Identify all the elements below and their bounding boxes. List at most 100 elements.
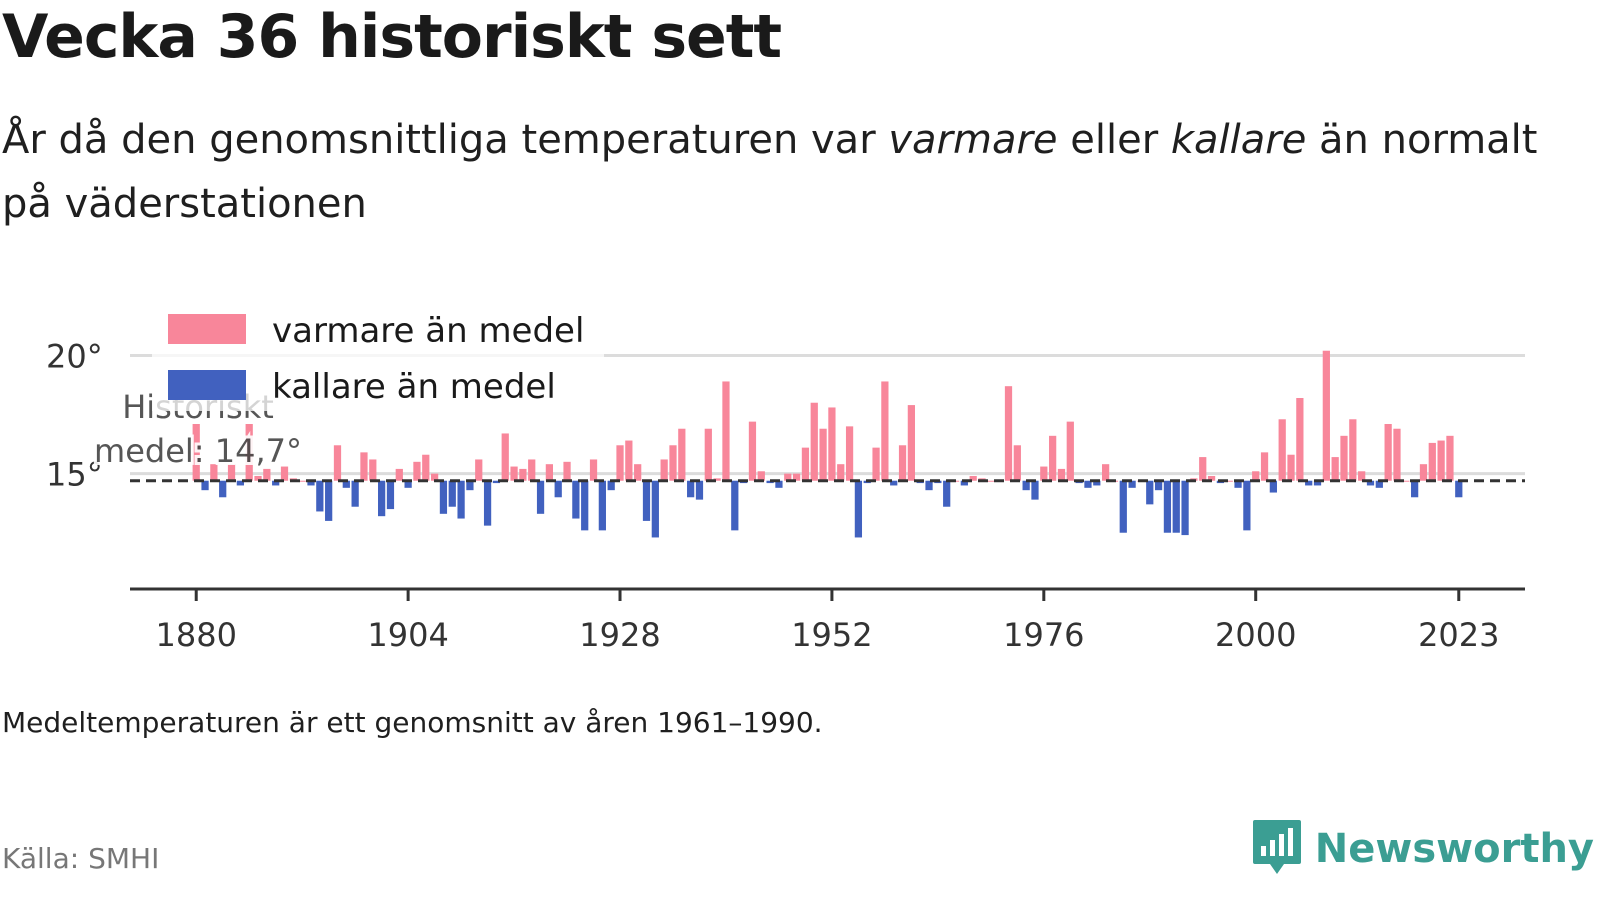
bar-1977	[1049, 435, 1057, 481]
bar-1885	[236, 480, 244, 486]
bar-2023	[1455, 480, 1463, 498]
brand-name: Newsworthy	[1314, 826, 1594, 872]
bar-2019	[1419, 464, 1428, 481]
bar-2020	[1428, 442, 1436, 481]
bar-1953	[837, 464, 845, 481]
bar-1913	[483, 480, 492, 526]
bar-1914	[492, 480, 501, 484]
bar-1922	[563, 461, 571, 481]
bar-1898	[351, 480, 359, 507]
bar-1941	[731, 480, 739, 531]
bar-1990	[1163, 480, 1172, 533]
bar-1992	[1181, 480, 1189, 536]
bar-1937	[695, 480, 704, 500]
bar-1935	[678, 428, 686, 481]
bar-1924	[581, 480, 589, 531]
bar-1997	[1225, 480, 1233, 482]
bar-1995	[1207, 476, 1216, 481]
bar-1986	[1128, 480, 1136, 488]
x-tick-label: 2000	[1215, 616, 1296, 654]
bar-1939	[713, 478, 721, 481]
y-tick-label: 15°	[46, 456, 103, 494]
bar-1921	[554, 480, 562, 498]
subtitle-text-2: eller	[1057, 117, 1171, 163]
bar-1983	[1101, 464, 1110, 481]
bar-1994	[1199, 457, 1207, 481]
bar-1943	[748, 421, 757, 481]
bar-1961	[907, 405, 915, 481]
bar-1952	[828, 407, 836, 481]
bar-1880	[192, 424, 200, 481]
bar-1892	[298, 480, 306, 482]
bar-1931	[642, 480, 651, 521]
bar-1904	[404, 480, 412, 488]
bar-1894	[316, 480, 324, 512]
bar-1911	[466, 480, 474, 491]
bar-2005	[1296, 398, 1304, 481]
bar-2001	[1260, 452, 1269, 481]
bar-1965	[943, 480, 951, 507]
subtitle-emphasis-warmer: varmare	[888, 117, 1058, 163]
bar-1951	[819, 428, 827, 481]
bar-1929	[625, 440, 633, 481]
bar-1933	[660, 459, 668, 481]
x-tick-label: 1904	[367, 616, 448, 654]
bar-1940	[722, 381, 730, 481]
page-title: Vecka 36 historiskt sett	[2, 2, 782, 72]
bar-1967	[960, 480, 968, 486]
footnote: Medeltemperaturen är ett genomsnitt av å…	[2, 706, 823, 739]
bar-1902	[386, 480, 395, 510]
bar-1963	[925, 480, 933, 491]
bar-2012	[1358, 471, 1366, 481]
source-credit: Källa: SMHI	[2, 842, 160, 875]
bar-1900	[369, 459, 377, 481]
y-tick-label: 20°	[46, 337, 103, 375]
bar-1934	[669, 445, 677, 481]
subtitle-text-3: än normalt på väderstationen	[2, 117, 1538, 227]
bar-1999	[1243, 480, 1251, 531]
baseline-annotation: medel: 14,7°	[94, 432, 302, 470]
bar-1949	[801, 447, 810, 481]
bar-2006	[1305, 480, 1313, 486]
bar-1920	[545, 464, 554, 481]
bar-2009	[1331, 457, 1339, 481]
bar-1883	[219, 480, 227, 498]
x-tick-label: 1976	[1003, 616, 1084, 654]
bar-2013	[1366, 480, 1375, 486]
bar-1918	[528, 459, 536, 481]
bar-1927	[607, 480, 615, 491]
subtitle-text-1: År då den genomsnittliga temperaturen va…	[2, 117, 889, 163]
bar-1975	[1031, 480, 1039, 500]
bar-1978	[1057, 468, 1066, 481]
bar-2010	[1340, 435, 1348, 481]
bar-1919	[536, 480, 545, 514]
bar-1960	[898, 445, 907, 481]
bar-1926	[598, 480, 606, 531]
bar-2002	[1269, 480, 1277, 493]
page-subtitle: År då den genomsnittliga temperaturen va…	[2, 108, 1562, 236]
bar-1944	[757, 471, 765, 481]
bar-1988	[1146, 480, 1154, 505]
bar-1925	[589, 459, 598, 481]
bar-1905	[413, 461, 421, 481]
bar-1896	[333, 445, 342, 481]
bar-1936	[687, 480, 695, 498]
bar-1976	[1040, 466, 1048, 481]
bar-1989	[1154, 480, 1163, 491]
bar-1982	[1093, 480, 1101, 486]
bar-chart-logo-icon	[1252, 820, 1301, 874]
bar-2018	[1411, 480, 1419, 498]
bar-1923	[572, 480, 580, 519]
bar-1938	[704, 428, 712, 481]
bar-1959	[890, 480, 898, 486]
bar-1886	[245, 424, 253, 481]
bar-1946	[775, 480, 783, 488]
bar-1955	[854, 480, 863, 538]
bar-1950	[810, 402, 818, 481]
bar-1897	[342, 480, 350, 488]
bar-1909	[448, 480, 456, 507]
bar-1893	[307, 480, 315, 486]
x-tick-label: 1928	[579, 616, 660, 654]
bar-1907	[430, 473, 439, 481]
bar-1974	[1022, 480, 1030, 491]
